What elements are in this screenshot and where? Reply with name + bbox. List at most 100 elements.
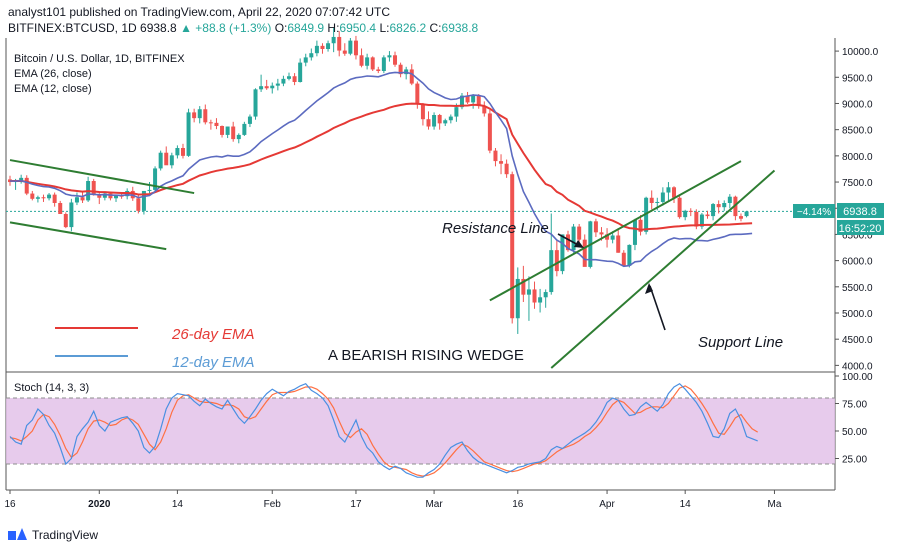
symbol-bar: BITFINEX:BTCUSD, 1D 6938.8 ▲ +88.8 (+1.3… (8, 21, 478, 35)
ema12-annotation: 12-day EMA (172, 354, 255, 371)
candle-body (711, 204, 716, 217)
price-tick-label: 9000.0 (842, 99, 873, 110)
low-label: L: (379, 21, 390, 35)
resistance-label: Resistance Line (442, 220, 549, 237)
candle-body (320, 45, 325, 49)
stoch-pane[interactable]: 100.00 75.00 50.00 25.00 (6, 372, 873, 478)
price-tick-label: 5000.0 (842, 309, 873, 320)
candle-body (688, 210, 693, 212)
candle-body (655, 201, 660, 203)
candle-body (231, 126, 236, 140)
downtrend-upper (9, 159, 195, 195)
candle-body (566, 234, 570, 251)
candle-body (744, 211, 749, 217)
candle-body (660, 192, 665, 202)
time-tick-label: 14 (680, 499, 692, 510)
footer[interactable]: TradingView (8, 528, 98, 542)
candle-body (376, 69, 381, 71)
time-tick-label: 16 (512, 499, 524, 510)
publisher-line: analyst101 published on TradingView.com,… (8, 5, 391, 19)
candle-body (186, 112, 191, 156)
time-tick-label: Mar (425, 499, 443, 510)
price-tick-label: 6500.0 (842, 230, 873, 241)
candle-body (264, 86, 269, 89)
candle-body (526, 289, 531, 295)
candle-body (677, 197, 682, 218)
stoch-tick-label: 25.00 (842, 455, 867, 466)
downtrend-lower (9, 221, 167, 251)
candle-body (482, 106, 487, 114)
time-tick-label: 2020 (88, 499, 111, 510)
candle-body (359, 55, 364, 66)
candle-body (577, 226, 582, 240)
stoch-tick-label: 50.00 (842, 427, 867, 438)
support-arrow (645, 283, 666, 331)
candle-body (24, 177, 29, 194)
candle-body (666, 187, 671, 193)
time-tick-label: Feb (264, 499, 282, 510)
price-tick-label: 4000.0 (842, 361, 873, 372)
candle-body (616, 235, 621, 253)
candle-body (610, 235, 615, 240)
legend-ema12: EMA (12, close) (14, 83, 92, 95)
time-tick-label: 16 (4, 499, 16, 510)
candle-body (705, 214, 710, 217)
candle-body (459, 95, 464, 108)
candle-body (515, 278, 520, 319)
low-value: 6826.2 (389, 21, 427, 35)
candle-body (298, 62, 303, 82)
candle-body (471, 95, 476, 103)
candle-body (169, 155, 174, 166)
candle-body (510, 174, 515, 319)
support-label: Support Line (698, 334, 783, 351)
candle-body (275, 83, 280, 86)
candle-body (326, 43, 331, 49)
candle-body (247, 116, 252, 124)
candle-body (203, 109, 208, 123)
price-tick-label: 9500.0 (842, 73, 873, 84)
candle-body (337, 36, 342, 51)
candle-body (214, 122, 219, 126)
time-tick-label: Ma (768, 499, 782, 510)
close-value: 6938.8 (441, 21, 479, 35)
price-tick-label: 7500.0 (842, 178, 873, 189)
high-value: 6950.4 (339, 21, 377, 35)
countdown-tag: 16:52:20 (839, 223, 882, 235)
candle-body (543, 292, 548, 298)
candle-body (554, 250, 559, 272)
candle-body (398, 64, 403, 75)
pct-tag: −4.14% (797, 207, 831, 218)
close-label: C: (429, 21, 442, 35)
price-tick-label: 8000.0 (842, 152, 873, 163)
time-tick-label: Apr (599, 499, 615, 510)
candle-body (582, 239, 587, 267)
candle-body (41, 197, 46, 199)
legend-ema26: EMA (26, close) (14, 68, 92, 80)
wedge-support (550, 169, 776, 369)
candle-body (521, 278, 526, 295)
candle-body (342, 50, 347, 54)
symbol[interactable]: BITFINEX:BTCUSD, 1D (8, 21, 137, 35)
candle-body (287, 76, 291, 79)
candle-body (605, 234, 610, 240)
candle-body (175, 148, 180, 156)
candle-body (716, 204, 721, 208)
candle-body (158, 152, 163, 169)
candle-body (136, 198, 141, 211)
candle-body (208, 122, 213, 124)
candle-body (549, 250, 554, 293)
price-tag: 6938.8 (843, 206, 877, 218)
time-tick-label: 14 (172, 499, 184, 510)
stoch-k-line (9, 382, 758, 478)
candle-body (599, 232, 604, 235)
price-tick-label: 8500.0 (842, 126, 873, 137)
candle-body (30, 193, 35, 199)
candle-body (292, 76, 297, 82)
candle-body (638, 219, 643, 232)
candle-body (738, 216, 743, 219)
footer-brand: TradingView (32, 528, 99, 542)
high-label: H: (327, 21, 340, 35)
candle-body (102, 193, 107, 198)
stoch-label: Stoch (14, 3, 3) (14, 382, 89, 394)
